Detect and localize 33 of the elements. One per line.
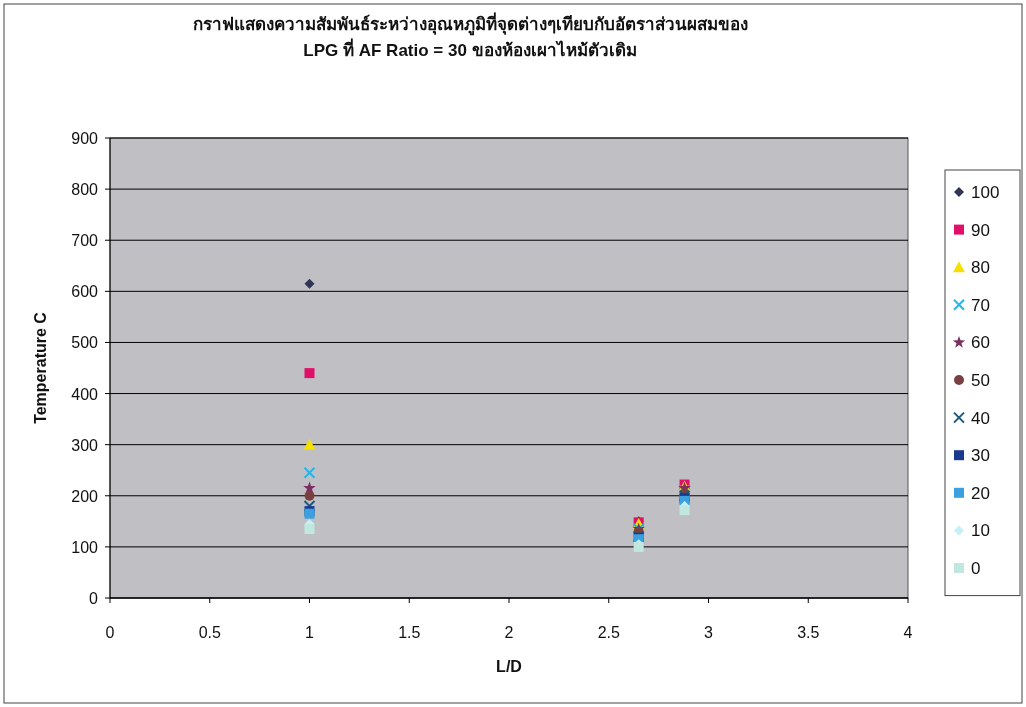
legend-label: 100 — [971, 183, 1000, 202]
x-axis-title: L/D — [496, 658, 522, 675]
legend-label: 10 — [971, 521, 990, 541]
y-tick-label: 700 — [71, 232, 99, 250]
legend-label: 20 — [971, 483, 990, 503]
y-tick-label: 600 — [71, 283, 99, 301]
y-tick-label: 0 — [89, 590, 99, 607]
x-tick-label: 2.5 — [597, 624, 620, 641]
legend-label: 30 — [971, 446, 990, 466]
x-tick-label: 1 — [305, 624, 315, 641]
y-tick-label: 200 — [71, 487, 99, 505]
y-tick-label: 500 — [71, 334, 99, 352]
y-tick-label: 400 — [71, 385, 99, 403]
y-tick-label: 900 — [71, 130, 99, 147]
legend-label: 0 — [971, 559, 981, 578]
x-tick-label: 4 — [903, 624, 913, 641]
legend-label: 50 — [971, 371, 990, 390]
legend-label: 80 — [971, 258, 990, 278]
x-tick-label: 3.5 — [797, 624, 820, 641]
chart-title: กราฟแสดงความสัมพันธ์ระหว่างอุณหภูมิที่จุดต่างๆเทียบกับอัตราส่วนผสมของ LPG ที่ AF Ratio = 30 ของห้องเผาไหม้ตัวเดิม — [192, 12, 748, 60]
legend-label: 40 — [971, 408, 990, 428]
y-tick-label: 300 — [71, 436, 99, 454]
y-tick-label: 800 — [71, 181, 99, 199]
legend-label: 60 — [971, 333, 990, 353]
x-tick-label: 2 — [504, 624, 514, 641]
legend-label: 70 — [971, 295, 990, 315]
x-tick-label: 3 — [704, 624, 714, 641]
y-axis-title: Temperature C — [32, 311, 49, 424]
x-tick-label: 0 — [105, 624, 115, 641]
y-tick-label: 100 — [71, 538, 99, 556]
legend-label: 90 — [971, 220, 990, 240]
x-tick-label: 0.5 — [198, 624, 221, 641]
x-tick-label: 1.5 — [398, 624, 421, 641]
